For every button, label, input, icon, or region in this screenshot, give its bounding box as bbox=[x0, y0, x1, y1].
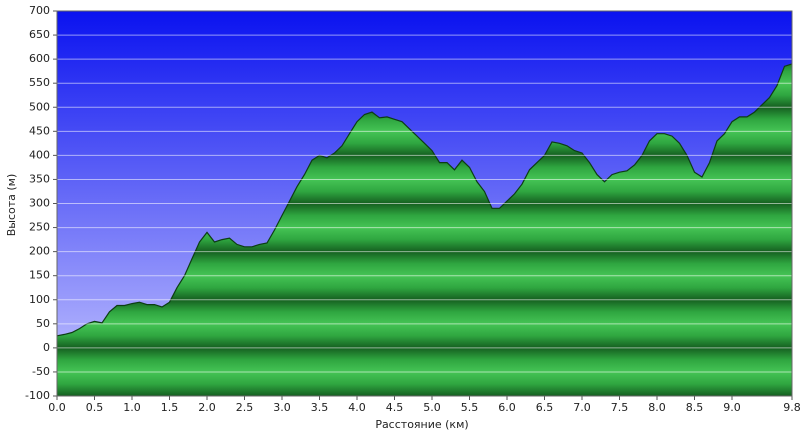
y-tick-label: 600 bbox=[29, 52, 50, 65]
y-tick-label: -50 bbox=[32, 365, 50, 378]
y-tick-label: 550 bbox=[29, 76, 50, 89]
x-axis-label: Расстояние (км) bbox=[375, 418, 468, 431]
x-tick-label: 7.0 bbox=[573, 401, 591, 414]
x-tick-label: 5.5 bbox=[461, 401, 479, 414]
x-tick-label: 9.8 bbox=[783, 401, 800, 414]
y-axis-label: Высота (м) bbox=[5, 174, 18, 237]
x-tick-label: 5.0 bbox=[423, 401, 441, 414]
y-tick-label: 500 bbox=[29, 100, 50, 113]
y-tick-label: 200 bbox=[29, 245, 50, 258]
y-tick-label: 50 bbox=[36, 317, 50, 330]
y-tick-label: 0 bbox=[43, 341, 50, 354]
x-tick-label: 3.5 bbox=[311, 401, 329, 414]
y-tick-label: 350 bbox=[29, 172, 50, 185]
elevation-line bbox=[56, 63, 793, 337]
x-tick-label: 8.0 bbox=[648, 401, 666, 414]
x-tick-label: 3.0 bbox=[273, 401, 291, 414]
x-tick-label: 4.0 bbox=[348, 401, 366, 414]
x-tick-label: 2.0 bbox=[198, 401, 216, 414]
y-tick-label: 400 bbox=[29, 148, 50, 161]
y-tick-label: 450 bbox=[29, 124, 50, 137]
x-tick-label: 9.0 bbox=[723, 401, 741, 414]
x-tick-label: 0.5 bbox=[86, 401, 104, 414]
plot-frame bbox=[56, 10, 793, 397]
x-tick-label: 1.5 bbox=[161, 401, 179, 414]
y-tick-label: 300 bbox=[29, 197, 50, 210]
x-tick-label: 4.5 bbox=[386, 401, 404, 414]
x-tick-label: 6.5 bbox=[536, 401, 554, 414]
y-tick-label: 650 bbox=[29, 28, 50, 41]
x-tick-label: 7.5 bbox=[611, 401, 629, 414]
x-tick-label: 2.5 bbox=[236, 401, 254, 414]
elevation-area bbox=[57, 63, 792, 397]
x-tick-label: 6.0 bbox=[498, 401, 516, 414]
y-tick-label: 100 bbox=[29, 293, 50, 306]
x-tick-label: 8.5 bbox=[686, 401, 704, 414]
y-tick-label: 150 bbox=[29, 269, 50, 282]
x-tick-label: 1.0 bbox=[123, 401, 141, 414]
y-tick-label: 700 bbox=[29, 4, 50, 17]
y-tick-label: -100 bbox=[25, 389, 50, 402]
y-tick-label: 250 bbox=[29, 221, 50, 234]
x-tick-label: 0.0 bbox=[48, 401, 66, 414]
